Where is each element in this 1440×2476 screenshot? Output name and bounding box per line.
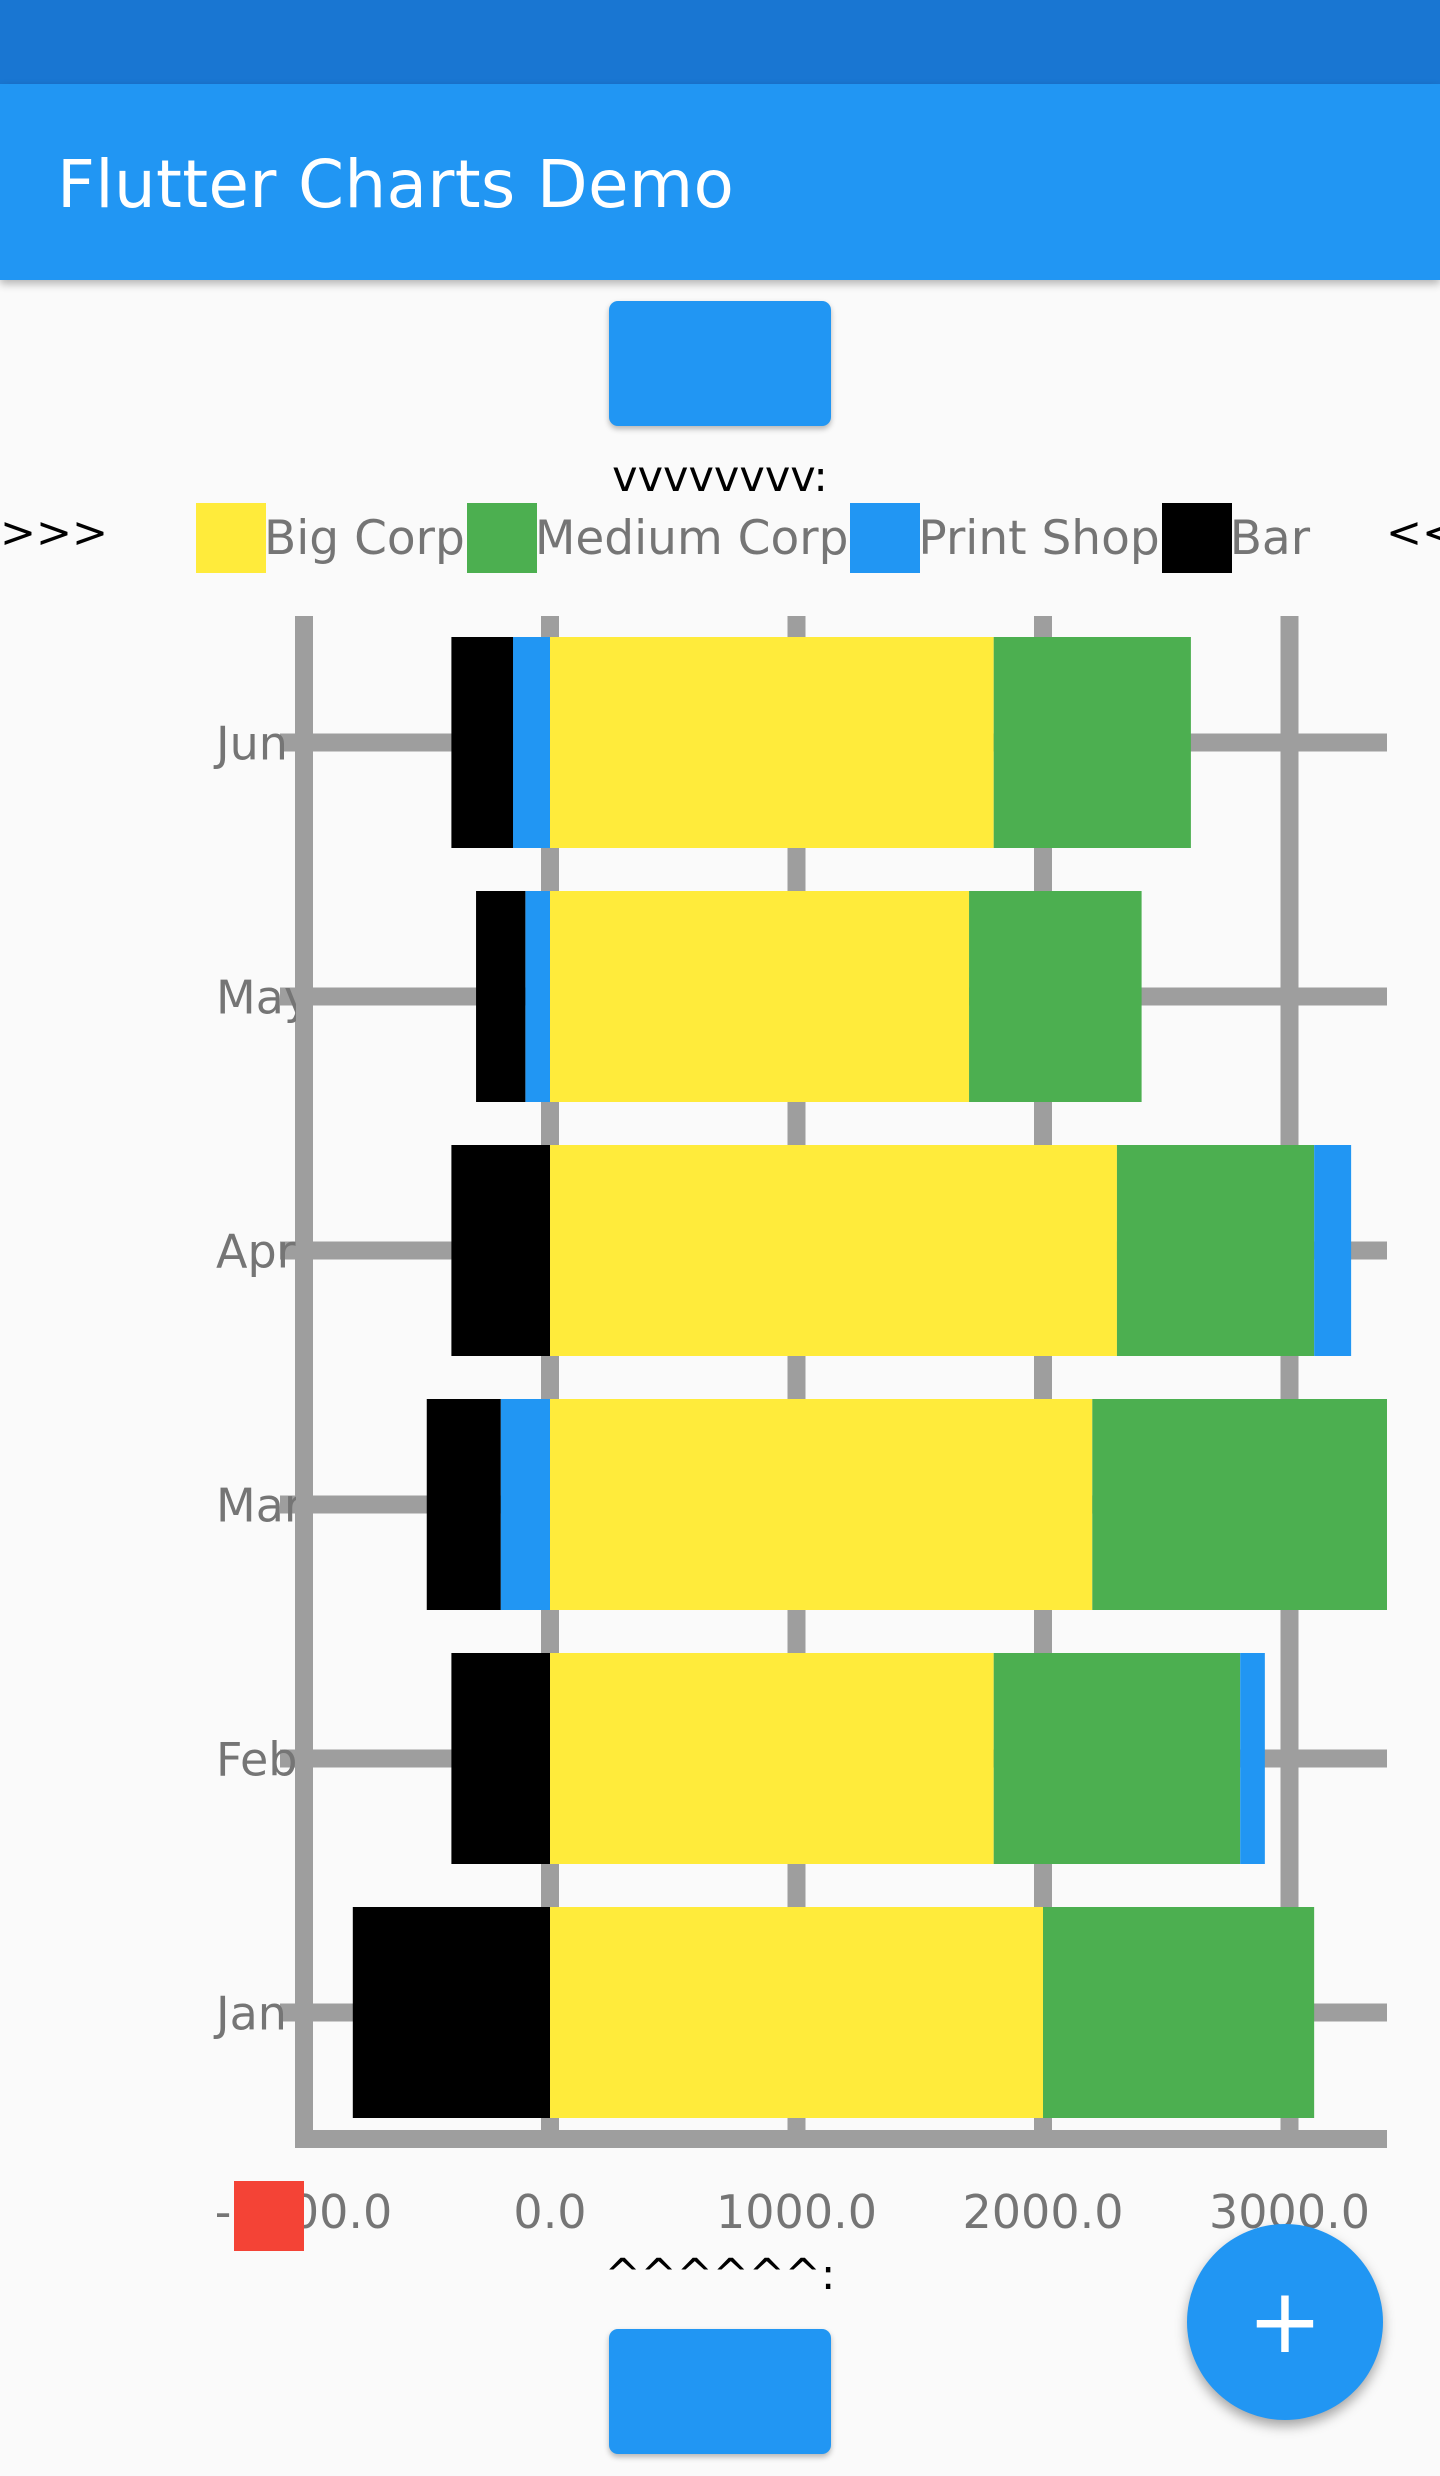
x-tick-label-3: 2000.0 bbox=[963, 2185, 1124, 2239]
bar-jan-bar bbox=[352, 1907, 550, 2118]
bar-feb-bar bbox=[451, 1653, 550, 1864]
y-tick-label-jun: Jun bbox=[213, 717, 288, 771]
y-tick-label-mar: Mar bbox=[216, 1479, 303, 1533]
legend-item-bar[interactable]: Bar bbox=[1161, 503, 1312, 573]
legend-label-big-corp: Big Corp bbox=[264, 510, 465, 566]
bar-feb-big-corp bbox=[550, 1653, 994, 1864]
marker-top: vvvvvvvv: bbox=[612, 452, 828, 502]
add-icon: + bbox=[1247, 2269, 1323, 2374]
legend-swatch-medium-corp bbox=[466, 503, 537, 573]
bar-may-bar bbox=[476, 891, 526, 1102]
bar-mar-bar bbox=[426, 1399, 501, 1610]
bar-apr-print-shop bbox=[1314, 1145, 1352, 1356]
legend-swatch-big-corp bbox=[196, 503, 266, 573]
top-button[interactable] bbox=[609, 301, 831, 426]
bottom-button[interactable] bbox=[609, 2329, 831, 2454]
y-tick-label-apr: Apr bbox=[216, 1225, 296, 1279]
legend-label-print-shop: Print Shop bbox=[918, 510, 1160, 566]
add-fab-button[interactable]: + bbox=[1187, 2224, 1383, 2420]
bar-may-medium-corp bbox=[969, 891, 1142, 1102]
chart-labels: JunMayAprMarFebJan-1000.00.01000.02000.0… bbox=[213, 717, 1370, 2251]
marker-left: >>> bbox=[0, 508, 109, 558]
chart-legend: Big Corp Medium Corp Print Shop Bar bbox=[196, 503, 1312, 573]
bar-mar-print-shop bbox=[500, 1399, 550, 1610]
bar-mar-big-corp bbox=[550, 1399, 1093, 1610]
bar-jun-medium-corp bbox=[993, 637, 1191, 848]
bar-feb-print-shop bbox=[1240, 1653, 1265, 1864]
bar-jun-big-corp bbox=[550, 637, 994, 848]
legend-item-print-shop[interactable]: Print Shop bbox=[850, 503, 1161, 573]
chart-bars bbox=[352, 637, 1387, 2118]
legend-item-medium-corp[interactable]: Medium Corp bbox=[466, 503, 851, 573]
legend-item-big-corp[interactable]: Big Corp bbox=[196, 503, 467, 573]
chart-axes bbox=[295, 616, 1387, 2148]
legend-label-medium-corp: Medium Corp bbox=[534, 510, 849, 566]
bar-may-print-shop bbox=[525, 891, 550, 1102]
bar-jan-big-corp bbox=[550, 1907, 1043, 2118]
y-tick-label-jan: Jan bbox=[213, 1987, 287, 2041]
bar-jan-medium-corp bbox=[1043, 1907, 1315, 2118]
page-title: Flutter Charts Demo bbox=[57, 146, 735, 223]
legend-swatch-print-shop bbox=[850, 503, 921, 573]
bar-feb-medium-corp bbox=[993, 1653, 1241, 1864]
bar-may-big-corp bbox=[550, 891, 970, 1102]
bar-apr-medium-corp bbox=[1116, 1145, 1315, 1356]
x-tick-label-1: 0.0 bbox=[513, 2185, 586, 2239]
app-bar: Flutter Charts Demo bbox=[0, 84, 1440, 280]
y-tick-label-feb: Feb bbox=[216, 1733, 297, 1787]
bar-apr-bar bbox=[451, 1145, 550, 1356]
red-box-marker bbox=[234, 2181, 304, 2251]
bar-apr-big-corp bbox=[550, 1145, 1117, 1356]
legend-label-bar: Bar bbox=[1229, 510, 1311, 566]
legend-swatch-bar bbox=[1161, 503, 1232, 573]
bar-jun-print-shop bbox=[513, 637, 550, 848]
y-tick-label-may: May bbox=[216, 971, 311, 1025]
bar-mar-medium-corp bbox=[1092, 1399, 1387, 1610]
marker-right: << bbox=[1386, 508, 1440, 558]
status-bar bbox=[0, 0, 1440, 84]
bar-jun-bar bbox=[451, 637, 514, 848]
marker-bottom: ^^^^^^: bbox=[604, 2250, 836, 2300]
x-tick-label-2: 1000.0 bbox=[716, 2185, 877, 2239]
